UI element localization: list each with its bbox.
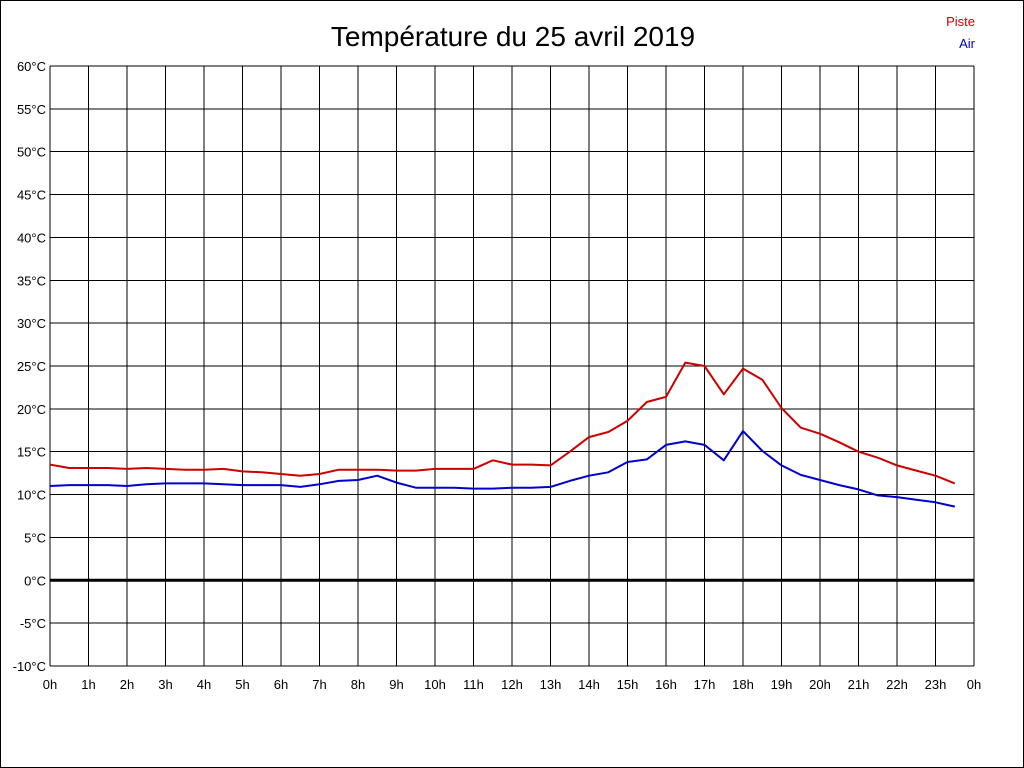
series-line-piste [49,361,956,485]
x-tick-label: 3h [158,677,172,692]
x-tick-label: 21h [848,677,870,692]
y-tick-label: 40°C [17,230,46,245]
x-tick-label: 7h [312,677,326,692]
x-tick-label: 13h [540,677,562,692]
x-tick-label: 8h [351,677,365,692]
y-tick-label: -10°C [13,659,46,674]
legend-entry-piste: Piste [946,14,975,29]
x-tick-label: 6h [274,677,288,692]
y-tick-label: 30°C [17,316,46,331]
y-axis-ticks: -10°C -5°C 0°C 5°C 10°C 15°C 20°C 25°C 30°C 35°C 4… [13,59,46,674]
y-tick-label: 45°C [17,188,46,203]
x-tick-label: 23h [925,677,947,692]
y-tick-label: 35°C [17,273,46,288]
x-tick-label: 18h [732,677,754,692]
x-tick-label: 16h [655,677,677,692]
y-tick-label: 55°C [17,102,46,117]
x-tick-label: 20h [809,677,831,692]
y-tick-label: 10°C [17,488,46,503]
x-tick-label: 11h [463,677,484,692]
x-tick-label: 15h [617,677,639,692]
y-tick-label: 0°C [24,573,46,588]
y-tick-label: 25°C [17,359,46,374]
x-tick-label: 9h [389,677,403,692]
x-tick-label: 22h [886,677,908,692]
y-tick-label: 60°C [17,59,46,74]
series-layer [49,361,956,508]
x-tick-label: 14h [578,677,600,692]
legend: Piste Air [946,14,976,51]
x-tick-label: 0h [967,677,981,692]
x-axis-ticks: 0h 1h 2h 3h 4h 5h 6h 7h 8h 9h 10h 11h 12h 13h 14h 15h 16… [43,677,981,692]
x-tick-label: 0h [43,677,57,692]
y-tick-label: 5°C [24,530,46,545]
y-tick-label: 15°C [17,445,46,460]
y-tick-label: 50°C [17,145,46,160]
x-tick-label: 17h [694,677,716,692]
x-tick-label: 5h [235,677,249,692]
chart-title: Température du 25 avril 2019 [331,21,695,52]
legend-entry-air: Air [959,36,976,51]
x-tick-label: 19h [771,677,793,692]
y-tick-label: -5°C [20,616,46,631]
x-tick-label: 4h [197,677,211,692]
grid [49,65,975,667]
x-tick-label: 10h [424,677,446,692]
x-tick-label: 2h [120,677,134,692]
series-line-air [49,430,956,508]
x-tick-label: 1h [81,677,95,692]
y-tick-label: 20°C [17,402,46,417]
x-tick-label: 12h [501,677,523,692]
